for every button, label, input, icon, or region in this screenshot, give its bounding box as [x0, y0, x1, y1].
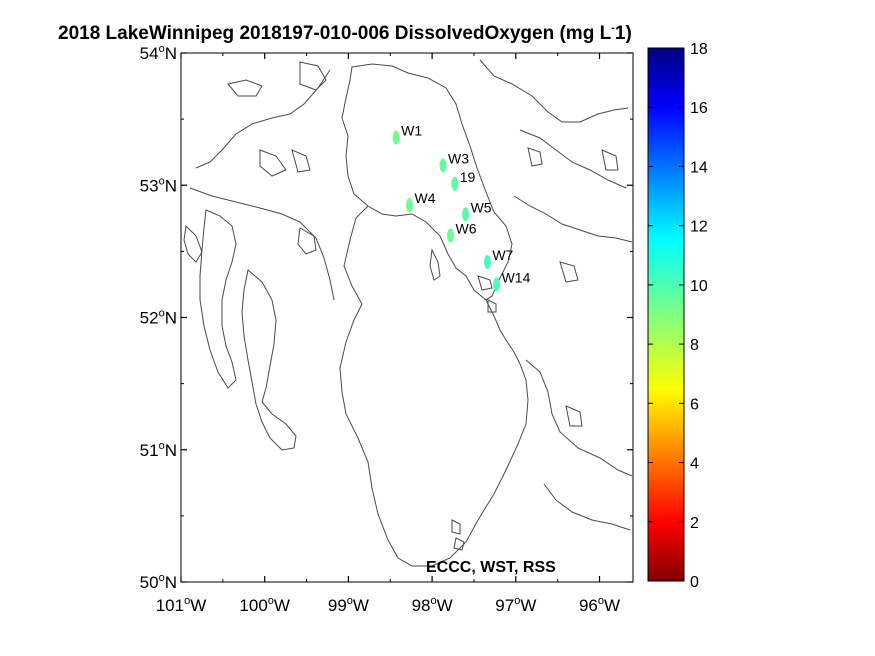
colorbar-tick-label: 4 [690, 456, 699, 473]
colorbar-tick-label: 8 [690, 337, 699, 354]
station-label: W5 [471, 199, 492, 215]
station-label: W6 [456, 221, 477, 237]
small-lakes-east [451, 147, 619, 551]
credit-text: ECCC, WST, RSS [426, 559, 556, 576]
colorbar-tick-label: 2 [690, 515, 699, 532]
colorbar-tick-label: 6 [690, 396, 699, 413]
small-lakes-west [183, 61, 327, 263]
station-label: W3 [448, 150, 469, 166]
coastline-layer [183, 59, 633, 567]
station-marker [447, 228, 455, 243]
colorbar-tick-label: 16 [690, 100, 708, 117]
lat-tick-label: 52oN [140, 308, 177, 328]
east-shore-detail [479, 59, 633, 531]
lon-tick-label: 99oW [328, 595, 369, 615]
station-marker [439, 158, 447, 173]
station-marker [493, 277, 501, 292]
lon-tick-label: 101oW [156, 595, 207, 615]
axis-tick-labels: 101oW 100oW 99oW 98oW 97oW 96oW 50oN 51oN 52oN 53… [140, 43, 620, 615]
lat-tick-label: 50oN [140, 572, 177, 592]
axis-ticks [180, 52, 633, 583]
station-label: W1 [401, 123, 422, 139]
lon-tick-label: 100oW [239, 595, 290, 615]
station-label: W4 [415, 190, 436, 206]
map-axes-frame [180, 52, 634, 583]
lon-tick-label: 96oW [579, 595, 620, 615]
lat-tick-label: 53oN [140, 175, 177, 195]
colorbar-tick-label: 12 [690, 219, 708, 236]
station-label: W7 [492, 247, 513, 263]
colorbar-tick-label: 18 [690, 41, 708, 58]
lat-tick-label: 54oN [140, 43, 177, 63]
station-marker [451, 176, 459, 191]
lake-north-basin-outline [341, 63, 513, 301]
lake-islands [429, 248, 497, 313]
lake-manitoba-outline [241, 269, 297, 451]
colorbar-tick-label: 10 [690, 278, 708, 295]
lon-tick-label: 97oW [495, 595, 536, 615]
station-marker [483, 254, 491, 269]
lake-winnipegosis-outline [199, 209, 237, 389]
west-shore-detail [189, 69, 335, 301]
map-title: 2018 LakeWinnipeg 2018197-010-006 Dissol… [58, 22, 632, 44]
lon-tick-label: 98oW [412, 595, 453, 615]
station-marker [392, 130, 400, 145]
station-marker [462, 207, 470, 222]
colorbar-ticks: 0 2 4 6 8 10 12 14 16 18 [648, 41, 708, 591]
lake-south-basin-outline [339, 205, 529, 567]
colorbar-tick-label: 14 [690, 159, 708, 176]
colorbar [647, 47, 685, 582]
station-layer: W1 W3 19 W4 W5 W6 W7 W14 [392, 123, 531, 292]
colorbar-tick-label: 0 [690, 574, 699, 591]
lat-tick-label: 51oN [140, 440, 177, 460]
station-label: 19 [460, 169, 476, 185]
station-marker [406, 198, 414, 213]
station-label: W14 [502, 269, 531, 285]
